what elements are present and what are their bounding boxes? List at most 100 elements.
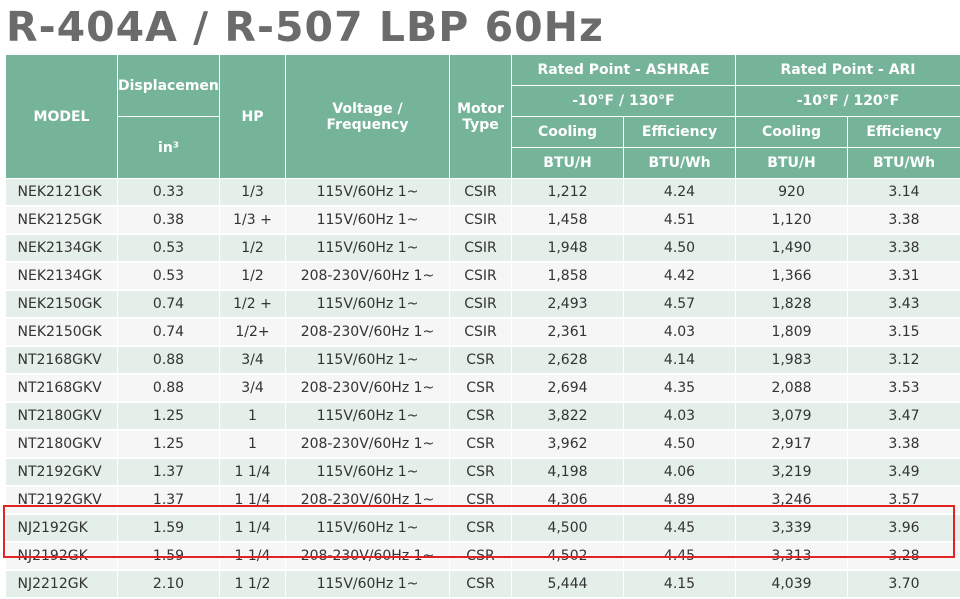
cell-ashrae-efficiency: 4.03	[624, 318, 736, 346]
highlight-box	[3, 505, 955, 558]
cell-ashrae-efficiency: 4.35	[624, 374, 736, 402]
cell-hp: 1/2	[220, 262, 286, 290]
cell-motor-type: CSR	[450, 346, 512, 374]
cell-motor-type: CSIR	[450, 318, 512, 346]
cell-ashrae-efficiency: 4.50	[624, 234, 736, 262]
cell-ashrae-cooling: 1,458	[512, 206, 624, 234]
cell-ari-efficiency: 3.14	[848, 179, 960, 207]
cell-voltage: 115V/60Hz 1~	[286, 179, 450, 207]
cell-model: NEK2134GK	[6, 262, 118, 290]
header-ari-efficiency: Efficiency	[848, 117, 960, 148]
header-ashrae-conditions: -10°F / 130°F	[512, 86, 736, 117]
cell-ari-efficiency: 3.38	[848, 206, 960, 234]
cell-displacement: 1.25	[118, 430, 220, 458]
cell-displacement: 0.88	[118, 346, 220, 374]
cell-displacement: 0.74	[118, 318, 220, 346]
cell-hp: 1/2 +	[220, 290, 286, 318]
cell-ashrae-cooling: 3,962	[512, 430, 624, 458]
cell-ari-cooling: 2,088	[736, 374, 848, 402]
cell-hp: 1 1/4	[220, 458, 286, 486]
cell-hp: 1/2+	[220, 318, 286, 346]
cell-voltage: 115V/60Hz 1~	[286, 206, 450, 234]
cell-displacement: 1.37	[118, 458, 220, 486]
cell-voltage: 208-230V/60Hz 1~	[286, 430, 450, 458]
cell-ari-efficiency: 3.70	[848, 570, 960, 598]
cell-ari-cooling: 1,120	[736, 206, 848, 234]
cell-ashrae-cooling: 1,858	[512, 262, 624, 290]
cell-ari-efficiency: 3.49	[848, 458, 960, 486]
cell-model: NT2180GKV	[6, 430, 118, 458]
cell-model: NEK2150GK	[6, 290, 118, 318]
cell-displacement: 0.74	[118, 290, 220, 318]
cell-ari-cooling: 920	[736, 179, 848, 207]
header-displacement: Displacement	[118, 55, 220, 117]
cell-displacement: 0.88	[118, 374, 220, 402]
header-ashrae-cooling-unit: BTU/H	[512, 148, 624, 179]
cell-ari-cooling: 1,490	[736, 234, 848, 262]
cell-displacement: 0.53	[118, 262, 220, 290]
cell-displacement: 0.53	[118, 234, 220, 262]
header-ashrae-efficiency: Efficiency	[624, 117, 736, 148]
cell-hp: 1 1/2	[220, 570, 286, 598]
cell-ari-efficiency: 3.47	[848, 402, 960, 430]
cell-ari-cooling: 4,039	[736, 570, 848, 598]
cell-ari-efficiency: 3.43	[848, 290, 960, 318]
cell-ari-cooling: 1,983	[736, 346, 848, 374]
cell-motor-type: CSR	[450, 374, 512, 402]
cell-model: NT2180GKV	[6, 402, 118, 430]
cell-hp: 1/3	[220, 179, 286, 207]
cell-ashrae-efficiency: 4.06	[624, 458, 736, 486]
cell-ari-cooling: 2,917	[736, 430, 848, 458]
cell-motor-type: CSIR	[450, 290, 512, 318]
cell-ari-efficiency: 3.38	[848, 430, 960, 458]
header-displacement-unit: in³	[118, 117, 220, 179]
cell-hp: 1/3 +	[220, 206, 286, 234]
header-voltage-frequency: Voltage / Frequency	[286, 55, 450, 179]
header-ari-efficiency-unit: BTU/Wh	[848, 148, 960, 179]
cell-motor-type: CSIR	[450, 262, 512, 290]
cell-hp: 1	[220, 430, 286, 458]
cell-model: NEK2121GK	[6, 179, 118, 207]
cell-motor-type: CSIR	[450, 206, 512, 234]
cell-voltage: 208-230V/60Hz 1~	[286, 374, 450, 402]
cell-ashrae-efficiency: 4.50	[624, 430, 736, 458]
cell-ashrae-efficiency: 4.57	[624, 290, 736, 318]
header-ari-group: Rated Point - ARI	[736, 55, 960, 86]
cell-model: NT2168GKV	[6, 346, 118, 374]
cell-ari-efficiency: 3.15	[848, 318, 960, 346]
cell-motor-type: CSR	[450, 430, 512, 458]
cell-ari-cooling: 1,828	[736, 290, 848, 318]
cell-ashrae-cooling: 5,444	[512, 570, 624, 598]
cell-ashrae-efficiency: 4.03	[624, 402, 736, 430]
cell-voltage: 208-230V/60Hz 1~	[286, 318, 450, 346]
header-ari-cooling-unit: BTU/H	[736, 148, 848, 179]
cell-voltage: 115V/60Hz 1~	[286, 570, 450, 598]
cell-motor-type: CSIR	[450, 234, 512, 262]
cell-ari-efficiency: 3.53	[848, 374, 960, 402]
cell-voltage: 115V/60Hz 1~	[286, 402, 450, 430]
cell-displacement: 2.10	[118, 570, 220, 598]
cell-ari-efficiency: 3.38	[848, 234, 960, 262]
cell-ashrae-efficiency: 4.15	[624, 570, 736, 598]
cell-hp: 1	[220, 402, 286, 430]
header-ari-cooling: Cooling	[736, 117, 848, 148]
header-motor-type: Motor Type	[450, 55, 512, 179]
cell-ashrae-efficiency: 4.42	[624, 262, 736, 290]
cell-motor-type: CSIR	[450, 179, 512, 207]
cell-motor-type: CSR	[450, 402, 512, 430]
cell-model: NT2168GKV	[6, 374, 118, 402]
header-ashrae-cooling: Cooling	[512, 117, 624, 148]
cell-ashrae-cooling: 2,694	[512, 374, 624, 402]
cell-model: NEK2125GK	[6, 206, 118, 234]
cell-motor-type: CSR	[450, 458, 512, 486]
cell-voltage: 115V/60Hz 1~	[286, 458, 450, 486]
